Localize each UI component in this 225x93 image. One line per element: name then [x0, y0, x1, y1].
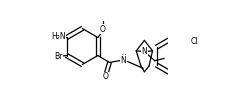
- Text: N: N: [121, 56, 126, 65]
- Text: O: O: [103, 72, 109, 81]
- Text: N: N: [142, 47, 147, 56]
- Text: Br: Br: [54, 52, 63, 61]
- Text: O: O: [100, 25, 106, 34]
- Text: H₂N: H₂N: [51, 32, 66, 41]
- Text: H: H: [122, 54, 126, 59]
- Text: Cl: Cl: [191, 37, 199, 46]
